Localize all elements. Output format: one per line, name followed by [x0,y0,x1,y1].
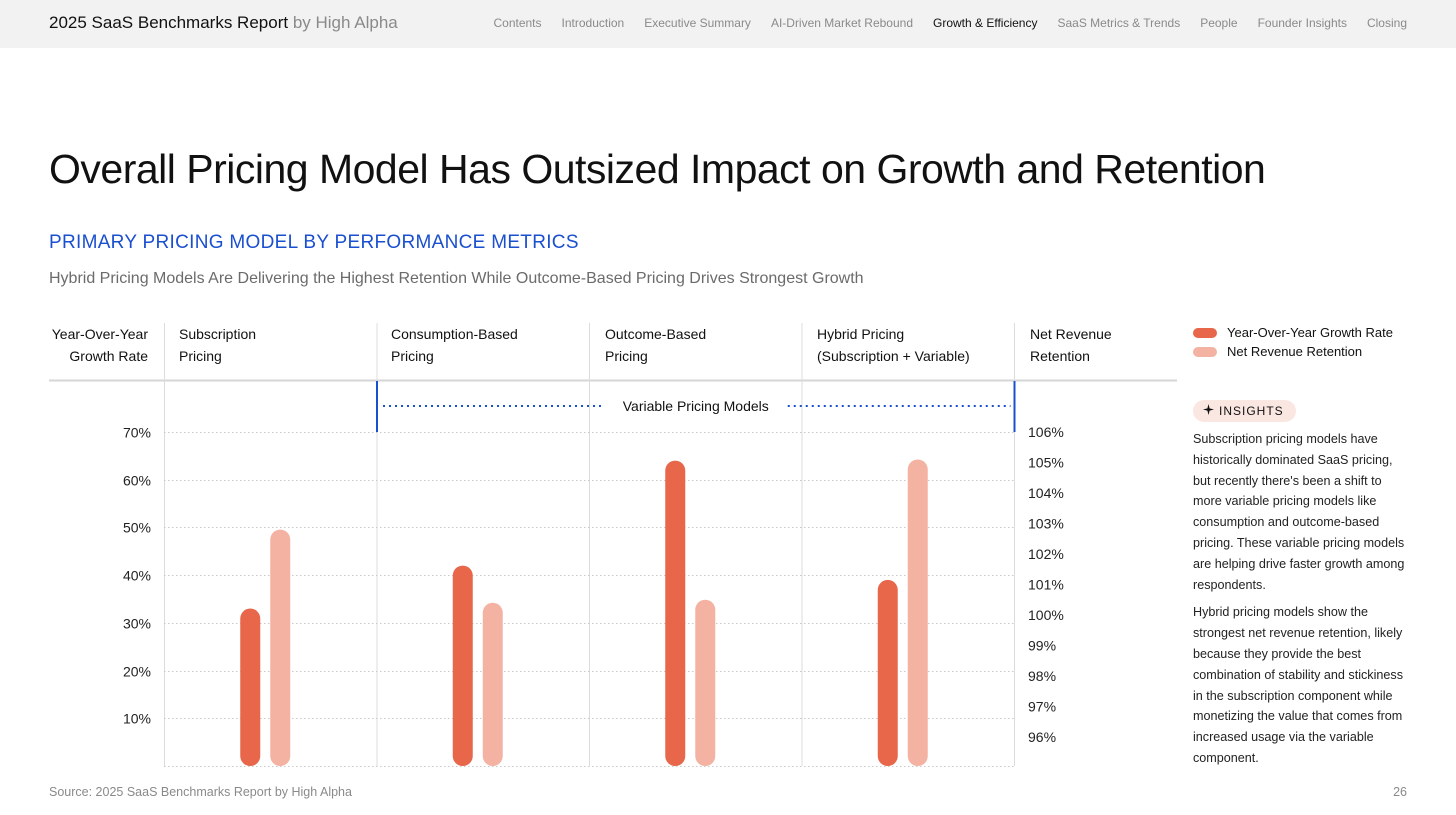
nav-item-introduction[interactable]: Introduction [561,16,625,30]
right-axis-tick: 102% [1028,546,1064,562]
category-header-consumption: Consumption-Based Pricing [391,323,518,367]
bar-growth-rate [877,579,898,766]
source-note: Source: 2025 SaaS Benchmarks Report by H… [49,785,352,799]
left-axis-tick: 40% [123,568,151,584]
right-axis-header-line2: Retention [1030,348,1090,364]
right-axis-tick: 99% [1028,638,1056,654]
nav-item-founder-insights[interactable]: Founder Insights [1257,16,1347,30]
right-axis-tick: 97% [1028,699,1056,715]
bar-net-revenue-retention [695,599,716,766]
right-axis-tick: 106% [1028,424,1064,440]
left-axis-header-line2: Growth Rate [69,348,148,364]
insights-paragraph-2: Hybrid pricing models show the strongest… [1193,605,1403,765]
category-header-line1: Hybrid Pricing [817,326,905,342]
nav-item-executive-summary[interactable]: Executive Summary [644,16,751,30]
right-axis-tick: 103% [1028,516,1064,532]
legend-item-retention[interactable]: Net Revenue Retention [1193,342,1393,361]
page-number: 26 [1393,785,1407,799]
nav-item-contents[interactable]: Contents [493,16,542,30]
left-axis-tick: 70% [123,425,151,441]
right-axis-tick: 105% [1028,455,1064,471]
category-header-line2: Pricing [391,348,434,364]
brand-by: by High Alpha [292,13,398,32]
right-axis-tick: 96% [1028,729,1056,745]
insights-badge-label: INSIGHTS [1219,404,1284,418]
category-header-line1: Consumption-Based [391,326,518,342]
bar-growth-rate [665,460,686,766]
insights-text: Subscription pricing models have histori… [1193,429,1411,769]
left-axis-header-line1: Year-Over-Year [51,326,148,342]
right-axis-tick: 100% [1028,607,1064,623]
nav-item-closing[interactable]: Closing [1366,16,1407,30]
bracket-label: Variable Pricing Models [623,398,769,414]
category-header-hybrid: Hybrid Pricing (Subscription + Variable) [817,323,970,367]
insights-badge: INSIGHTS [1193,400,1296,422]
left-axis-tick: 10% [123,711,151,727]
right-axis-tick: 98% [1028,668,1056,684]
legend-label-growth: Year-Over-Year Growth Rate [1227,325,1393,340]
top-bar: 2025 SaaS Benchmarks Report by High Alph… [0,0,1456,48]
nav-item-growth-efficiency[interactable]: Growth & Efficiency [933,16,1038,30]
right-axis-tick: 104% [1028,485,1064,501]
sparkle-icon [1203,404,1214,418]
legend-item-growth[interactable]: Year-Over-Year Growth Rate [1193,323,1393,342]
left-axis-tick: 30% [123,616,151,632]
legend-swatch-retention [1193,346,1217,357]
category-header-line2: Pricing [179,348,222,364]
bar-net-revenue-retention [270,529,291,766]
right-axis-header-line1: Net Revenue [1030,326,1112,342]
legend-label-retention: Net Revenue Retention [1227,344,1363,359]
right-axis-tick: 101% [1028,577,1064,593]
legend-swatch-growth [1193,327,1217,338]
left-axis-tick: 50% [123,520,151,536]
category-header-line2: Pricing [605,348,648,364]
bar-growth-rate [240,608,261,766]
bar-net-revenue-retention [907,459,928,766]
category-header-line1: Subscription [179,326,257,342]
chart-legend: Year-Over-Year Growth Rate Net Revenue R… [1193,323,1393,361]
bar-net-revenue-retention [482,602,503,766]
brand-title: 2025 SaaS Benchmarks Report [49,13,289,32]
chart-subtitle: Hybrid Pricing Models Are Delivering the… [49,270,864,287]
left-axis-header: Year-Over-Year Growth Rate [52,323,148,367]
insights-paragraph-1: Subscription pricing models have histori… [1193,432,1405,592]
chart-title: PRIMARY PRICING MODEL BY PERFORMANCE MET… [49,232,579,253]
category-header-outcome: Outcome-Based Pricing [605,323,706,367]
nav-item-people[interactable]: People [1200,16,1238,30]
page-title: Overall Pricing Model Has Outsized Impac… [49,146,1266,192]
bar-growth-rate [452,565,473,766]
nav-item-saas-metrics-trends[interactable]: SaaS Metrics & Trends [1057,16,1181,30]
category-header-line1: Outcome-Based [605,326,707,342]
category-header-subscription: Subscription Pricing [179,323,256,367]
left-axis-tick: 20% [123,664,151,680]
category-header-line2: (Subscription + Variable) [817,348,970,364]
top-nav: Contents Introduction Executive Summary AI-… [493,16,1407,30]
left-axis-tick: 60% [123,473,151,489]
nav-item-ai-driven-market-rebound[interactable]: AI-Driven Market Rebound [770,16,913,30]
right-axis-header: Net Revenue Retention [1030,323,1112,367]
report-brand[interactable]: 2025 SaaS Benchmarks Report by High Alph… [49,13,398,33]
